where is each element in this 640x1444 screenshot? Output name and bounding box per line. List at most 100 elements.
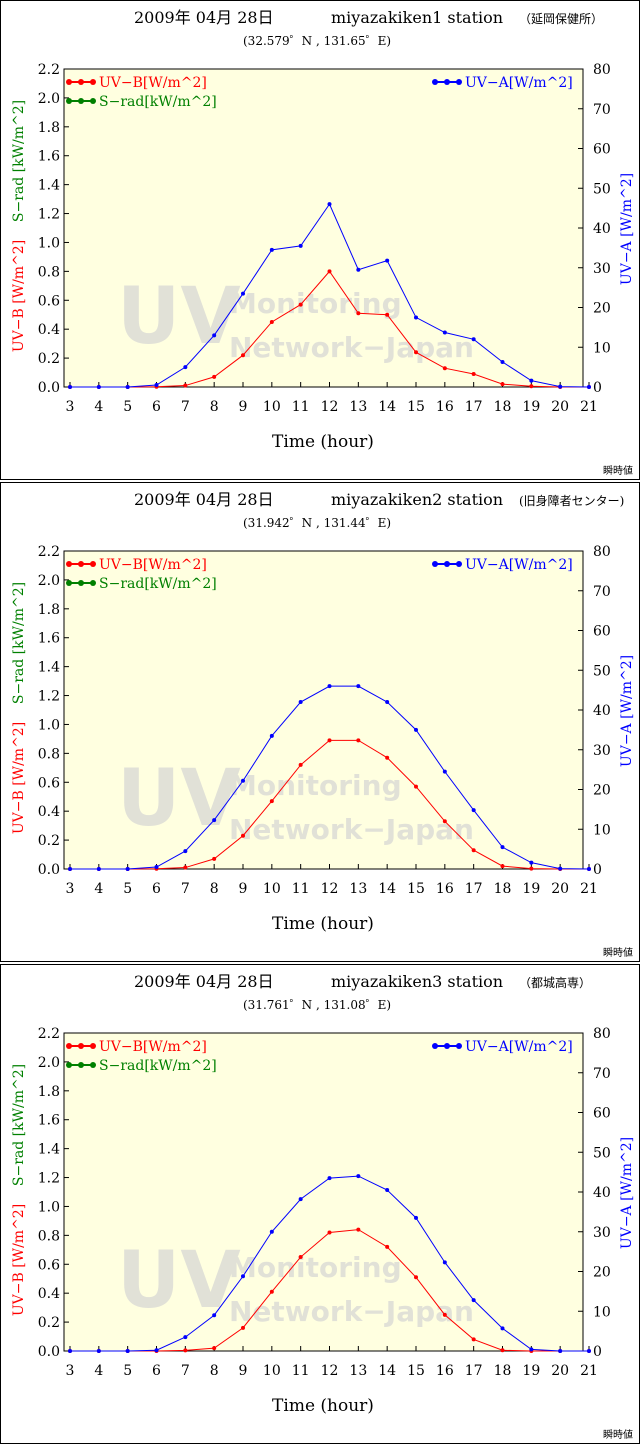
data-point-uva xyxy=(241,291,245,296)
data-point-uva xyxy=(558,866,563,871)
x-tick-label: 8 xyxy=(210,1363,219,1379)
data-point-uva xyxy=(212,333,217,338)
left-tick-label: 2.2 xyxy=(38,62,60,78)
data-point-uva xyxy=(529,860,534,865)
plot-area xyxy=(63,550,584,870)
left-tick-label: 1.0 xyxy=(38,717,60,733)
legend-srad-marker xyxy=(66,1062,72,1068)
left-tick-label: 1.2 xyxy=(38,1171,60,1187)
title-station-jp: （延岡保健所） xyxy=(519,12,603,26)
x-tick-label: 19 xyxy=(522,399,540,415)
data-point-uva xyxy=(327,1176,332,1181)
title-date: 2009年 04月 28日 xyxy=(134,8,274,27)
x-tick-label: 16 xyxy=(436,1363,454,1379)
data-point-uva xyxy=(414,727,418,732)
data-point-uvb xyxy=(269,799,274,804)
legend-uvb-label: UV−B[W/m^2] xyxy=(99,1039,207,1055)
legend-uva-marker xyxy=(432,1043,438,1049)
data-point-uvb xyxy=(327,269,332,274)
x-tick-label: 20 xyxy=(551,1363,569,1379)
data-point-uva xyxy=(327,202,332,207)
left-tick-label: 2.0 xyxy=(38,573,60,589)
left-tick-label: 0.2 xyxy=(38,1315,60,1331)
right-tick-label: 40 xyxy=(593,1185,611,1201)
x-tick-label: 9 xyxy=(239,1363,248,1379)
data-point-uvb xyxy=(385,312,390,317)
legend-uva-label: UV−A[W/m^2] xyxy=(465,75,573,91)
data-point-uvb xyxy=(212,856,217,861)
x-tick-label: 18 xyxy=(494,1363,512,1379)
legend-uva-marker xyxy=(444,79,450,85)
right-tick-label: 30 xyxy=(593,261,611,277)
left-tick-label: 0.4 xyxy=(38,804,60,820)
footnote: 瞬時値 xyxy=(603,464,633,477)
x-tick-label: 21 xyxy=(580,399,598,415)
legend-srad-label: S−rad[kW/m^2] xyxy=(99,576,217,592)
data-point-uvb xyxy=(183,1348,188,1353)
left-tick-label: 2.0 xyxy=(38,91,60,107)
legend-uvb-marker xyxy=(90,561,96,567)
y-axis-label-uva: UV−A [W/m^2] xyxy=(619,173,635,285)
right-tick-label: 60 xyxy=(593,1106,611,1122)
data-point-uvb xyxy=(183,383,188,388)
legend-uvb-label: UV−B[W/m^2] xyxy=(99,75,207,91)
data-point-uva xyxy=(96,867,101,871)
watermark-line2: Network−Japan xyxy=(229,813,474,846)
right-tick-label: 50 xyxy=(593,663,611,679)
x-axis-label: Time (hour) xyxy=(272,432,374,452)
data-point-uva xyxy=(356,1174,361,1179)
x-tick-label: 13 xyxy=(349,1363,367,1379)
chart-svg: 2009年 04月 28日 miyazakiken3 station （都城高専） (… xyxy=(11,972,635,1441)
title-station: miyazakiken1 station xyxy=(331,8,503,27)
chart-svg: 2009年 04月 28日 miyazakiken2 station (旧身障者セン… xyxy=(11,490,635,959)
x-tick-label: 18 xyxy=(494,399,512,415)
data-point-uvb xyxy=(385,755,390,760)
chart-panel-2: 2009年 04月 28日 miyazakiken2 station (旧身障者セン… xyxy=(0,482,640,962)
data-point-uvb xyxy=(327,1230,332,1235)
plot-area xyxy=(63,68,584,388)
x-tick-label: 3 xyxy=(66,1363,75,1379)
x-tick-label: 11 xyxy=(292,1363,310,1379)
chart-panel-1: 2009年 04月 28日 miyazakiken1 station （延岡保健所）… xyxy=(0,0,640,480)
x-tick-label: 6 xyxy=(152,881,161,897)
right-tick-label: 0 xyxy=(593,1344,602,1360)
data-point-uvb xyxy=(327,738,332,743)
legend-uvb-marker xyxy=(90,1043,96,1049)
left-tick-label: 2.2 xyxy=(38,544,60,560)
data-point-uva xyxy=(96,385,101,389)
x-tick-label: 3 xyxy=(66,881,75,897)
data-point-uvb xyxy=(442,819,447,824)
data-point-uva xyxy=(327,684,332,689)
data-point-uva xyxy=(500,845,505,850)
right-tick-label: 20 xyxy=(593,1265,611,1281)
watermark-line1: Monitoring xyxy=(229,769,402,802)
legend-srad xyxy=(66,98,96,104)
data-point-uva xyxy=(241,778,245,783)
left-tick-label: 0.2 xyxy=(38,351,60,367)
x-tick-label: 14 xyxy=(378,399,396,415)
title-station-jp: （都城高専） xyxy=(519,975,591,990)
data-point-uva xyxy=(212,818,217,823)
x-tick-label: 9 xyxy=(239,399,248,415)
chart-panel-3: 2009年 04月 28日 miyazakiken3 station （都城高専） (… xyxy=(0,964,640,1444)
x-tick-label: 13 xyxy=(349,881,367,897)
left-tick-label: 0.4 xyxy=(38,322,60,338)
x-tick-label: 4 xyxy=(94,399,103,415)
data-point-uvb xyxy=(529,866,534,871)
x-axis-label: Time (hour) xyxy=(272,1396,374,1416)
legend-srad-marker xyxy=(90,580,96,586)
x-tick-label: 17 xyxy=(465,1363,483,1379)
left-tick-label: 1.4 xyxy=(38,1142,60,1158)
right-tick-label: 10 xyxy=(593,1304,611,1320)
data-point-uva xyxy=(269,1229,274,1234)
plot-area xyxy=(63,1032,584,1352)
x-tick-label: 16 xyxy=(436,399,454,415)
right-tick-label: 60 xyxy=(593,142,611,158)
x-tick-label: 13 xyxy=(349,399,367,415)
legend-uva-label: UV−A[W/m^2] xyxy=(465,557,573,573)
data-point-uva xyxy=(558,384,563,389)
title-station-jp: (旧身障者センター) xyxy=(519,493,624,508)
right-tick-label: 20 xyxy=(593,783,611,799)
right-tick-label: 70 xyxy=(593,584,611,600)
x-tick-label: 14 xyxy=(378,881,396,897)
